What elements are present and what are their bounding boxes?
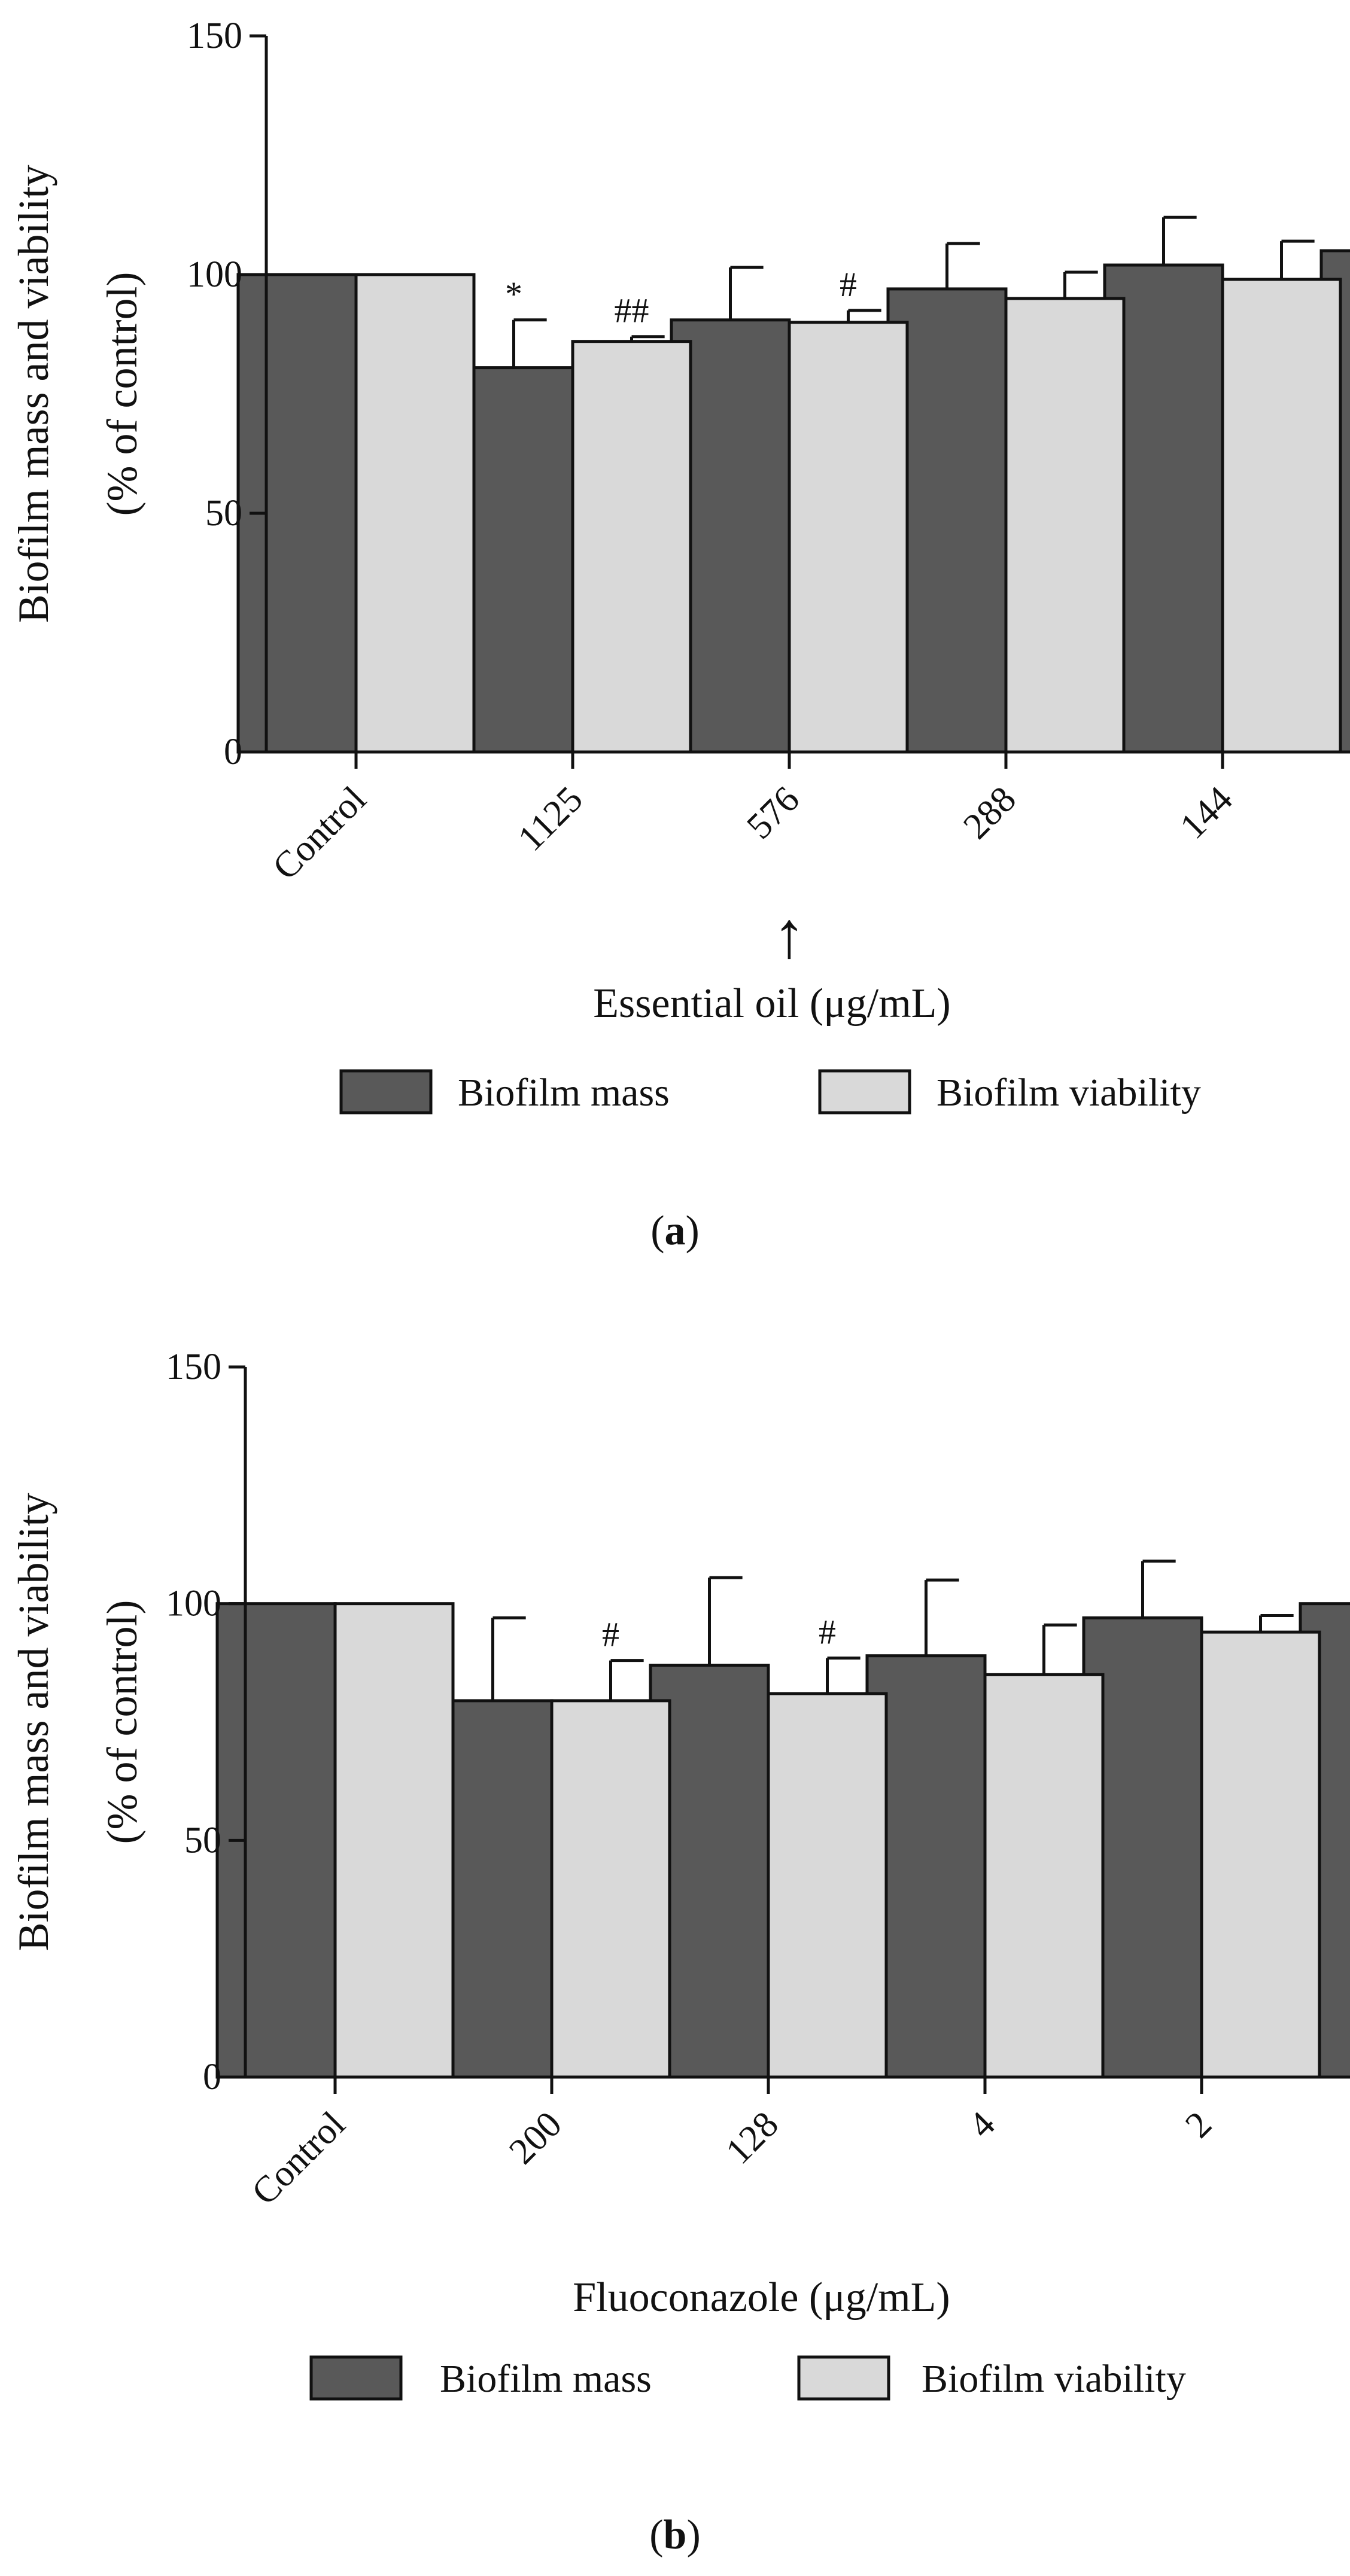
bar-biofilm-viability-144 xyxy=(1221,278,1342,754)
panel-label-close: ) xyxy=(686,2512,700,2558)
y-tick-label: 0 xyxy=(203,2057,221,2097)
significance-marker: # xyxy=(819,1613,836,1652)
arrow-icon: ↑ xyxy=(773,899,806,972)
x-tick-label: 128 xyxy=(718,2104,786,2172)
bar-biofilm-viability-128 xyxy=(767,1692,888,2079)
x-tick-label: 1125 xyxy=(510,779,591,859)
legend-label-biofilm-mass: Biofilm mass xyxy=(458,1071,670,1115)
significance-marker: * xyxy=(505,275,522,313)
panel-label-open: ( xyxy=(650,1208,664,1254)
x-tick-label: 200 xyxy=(501,2104,570,2172)
x-tick-label: 2 xyxy=(1178,2104,1220,2146)
legend-swatch-biofilm-mass xyxy=(339,1069,433,1115)
panel-label-letter: a xyxy=(665,1208,686,1254)
legend-swatch-biofilm-viability xyxy=(818,1069,911,1115)
y-axis-label: Biofilm mass and viability xyxy=(10,165,57,623)
chart-panel-b: Biofilm mass and viability (% of control)… xyxy=(10,1347,1350,2558)
bar-biofilm-viability-Control xyxy=(333,1602,455,2079)
legend-label-biofilm-viability: Biofilm viability xyxy=(937,1071,1201,1115)
y-tick-label: 50 xyxy=(205,493,242,534)
x-axis-label: Fluoconazole (μg/mL) xyxy=(573,2274,950,2321)
y-tick-label: 150 xyxy=(187,16,242,56)
chart-panel-a: Biofilm mass and viability (% of control)… xyxy=(10,16,1350,1254)
x-tick-label: 144 xyxy=(1172,779,1240,847)
y-tick-label: 100 xyxy=(166,1584,221,1624)
significance-marker: ## xyxy=(615,291,649,330)
significance-marker: # xyxy=(602,1615,619,1654)
bar-biofilm-viability-576 xyxy=(788,321,909,754)
y-axis-label: Biofilm mass and viability xyxy=(10,1493,57,1951)
y-tick-label: 100 xyxy=(187,254,242,295)
bar-biofilm-viability-1125 xyxy=(571,340,692,754)
legend-label-biofilm-mass: Biofilm mass xyxy=(440,2357,652,2401)
y-axis-label-units: (% of control) xyxy=(98,1600,146,1844)
x-tick-label: Control xyxy=(244,2104,353,2213)
x-tick-label: 288 xyxy=(956,779,1024,847)
bar-biofilm-viability-Control xyxy=(354,273,476,754)
panel-label-letter: b xyxy=(664,2512,687,2558)
significance-marker: # xyxy=(840,265,857,304)
y-tick-label: 50 xyxy=(184,1820,221,1861)
panel-label-open: ( xyxy=(649,2512,663,2558)
x-tick-label: 576 xyxy=(739,779,807,847)
x-tick-label: Control xyxy=(265,779,374,888)
panel-label: (a) xyxy=(650,1208,700,1254)
legend-swatch-biofilm-viability xyxy=(797,2355,890,2401)
y-axis-label-units: (% of control) xyxy=(98,272,146,516)
panel-label: (b) xyxy=(649,2512,701,2558)
x-axis-label: Essential oil (μg/mL) xyxy=(593,981,950,1027)
legend-swatch-biofilm-mass xyxy=(309,2355,403,2401)
x-tick-label: 4 xyxy=(961,2104,1003,2146)
panel-label-close: ) xyxy=(686,1208,700,1254)
bar-biofilm-viability-4 xyxy=(983,1673,1105,2079)
y-tick-label: 150 xyxy=(166,1347,221,1387)
bar-biofilm-viability-288 xyxy=(1004,297,1126,754)
legend-label-biofilm-viability: Biofilm viability xyxy=(922,2357,1186,2401)
y-tick-label: 0 xyxy=(224,732,242,772)
bar-biofilm-viability-200 xyxy=(550,1699,671,2079)
bar-biofilm-viability-2 xyxy=(1200,1630,1321,2079)
